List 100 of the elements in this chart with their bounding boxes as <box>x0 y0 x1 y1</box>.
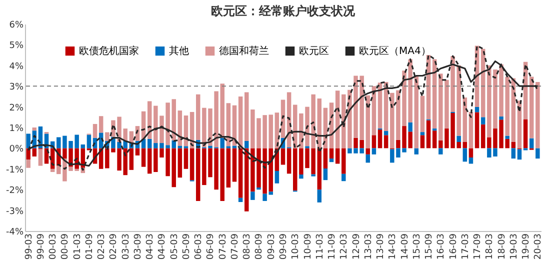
bar <box>268 114 273 148</box>
x-tick-label: 06-09 <box>206 233 216 260</box>
x-tick-label: 10-09 <box>303 233 314 260</box>
legend-label: 欧元区 <box>299 46 329 58</box>
bar <box>342 174 346 182</box>
bar <box>420 132 425 136</box>
bar <box>26 148 30 160</box>
bar <box>329 158 334 162</box>
bar <box>32 148 37 156</box>
legend-label: 欧元区（MA4） <box>359 46 431 58</box>
bar <box>384 135 388 148</box>
x-tick-label: 11-03 <box>315 234 326 260</box>
x-tick-label: 08-09 <box>254 233 265 260</box>
bar <box>184 148 188 169</box>
bar <box>226 148 231 188</box>
x-tick-label: 12-09 <box>352 233 362 260</box>
bar <box>505 136 510 139</box>
bar <box>529 76 534 138</box>
bar <box>438 148 443 154</box>
bar <box>480 124 486 148</box>
x-tick-label: 07-09 <box>230 233 240 260</box>
bar <box>372 148 376 154</box>
bar <box>293 148 298 191</box>
x-tick-label: 99-03 <box>24 234 34 260</box>
bar <box>342 148 346 174</box>
bar <box>462 148 468 162</box>
bar <box>474 112 480 148</box>
x-tick-label: 03-03 <box>121 234 132 260</box>
x-tick-label: 15-09 <box>424 233 435 260</box>
bar <box>244 92 249 141</box>
bar <box>462 142 468 148</box>
y-tick-label: 2% <box>9 103 24 114</box>
x-tick-label: 09-09 <box>279 233 289 260</box>
y-tick-label: -1% <box>6 165 24 176</box>
x-tick-label: 05-03 <box>170 234 180 260</box>
x-tick-label: 20-03 <box>534 234 544 260</box>
bar <box>141 148 146 167</box>
x-tick-label: 19-09 <box>522 233 532 260</box>
bar <box>38 149 43 166</box>
x-tick-label: 16-03 <box>436 234 447 260</box>
x-tick-label: 16-09 <box>448 233 459 260</box>
x-tick-label: 15-03 <box>412 234 422 260</box>
x-tick-label: 01-03 <box>72 234 83 260</box>
bar <box>317 190 322 202</box>
bar <box>26 160 30 168</box>
x-tick-label: 00-09 <box>60 233 71 260</box>
x-tick-label: 11-09 <box>328 233 338 260</box>
x-tick-label: 10-03 <box>291 234 302 260</box>
x-tick-label: 05-09 <box>182 233 192 260</box>
y-tick-label: -2% <box>6 186 24 196</box>
bar <box>86 134 92 148</box>
chart-title: 欧元区：经常账户收支状况 <box>211 4 356 18</box>
x-tick-label: 13-09 <box>376 233 386 260</box>
legend-label: 欧债危机国家 <box>79 45 139 58</box>
bar <box>268 192 273 195</box>
x-tick-label: 04-09 <box>158 233 168 260</box>
bar <box>244 148 249 212</box>
bar <box>517 149 522 160</box>
bar <box>135 148 140 156</box>
bar <box>480 117 486 124</box>
x-tick-label: 02-09 <box>109 233 120 260</box>
y-tick-label: 6% <box>9 20 24 30</box>
bar <box>536 148 540 159</box>
bar <box>178 148 182 178</box>
x-tick-label: 18-03 <box>485 234 496 260</box>
bar <box>456 136 461 142</box>
bar <box>232 146 237 148</box>
y-tick-label: 5% <box>9 41 24 52</box>
bar <box>286 148 292 174</box>
bar <box>408 122 412 132</box>
bar <box>414 76 419 148</box>
bar <box>499 116 504 120</box>
bar <box>468 158 474 164</box>
bar <box>372 135 376 148</box>
bar <box>32 128 37 131</box>
x-tick-label: 17-09 <box>473 233 484 260</box>
bar <box>384 131 388 136</box>
bar <box>323 168 328 180</box>
x-tick-label: 08-03 <box>242 234 253 260</box>
x-tick-label: 14-09 <box>400 233 410 260</box>
bar <box>414 148 419 154</box>
y-tick-label: 1% <box>9 124 24 134</box>
bar <box>323 148 328 168</box>
y-tick-label: 3% <box>9 82 24 93</box>
bar <box>238 148 243 198</box>
x-tick-label: 18-09 <box>497 233 508 260</box>
bar <box>511 148 516 159</box>
x-tick-label: 06-03 <box>194 234 204 260</box>
bar <box>196 94 200 140</box>
bar <box>129 148 134 170</box>
x-tick-label: 02-03 <box>97 234 108 260</box>
bar <box>511 142 516 148</box>
bar <box>468 148 474 158</box>
bar <box>366 148 370 154</box>
bar <box>335 148 340 164</box>
bar <box>274 170 280 184</box>
y-tick-label: 0% <box>9 144 24 155</box>
bar <box>299 174 304 179</box>
y-tick-label: -4% <box>6 228 24 238</box>
x-tick-label: 99-09 <box>36 233 46 260</box>
